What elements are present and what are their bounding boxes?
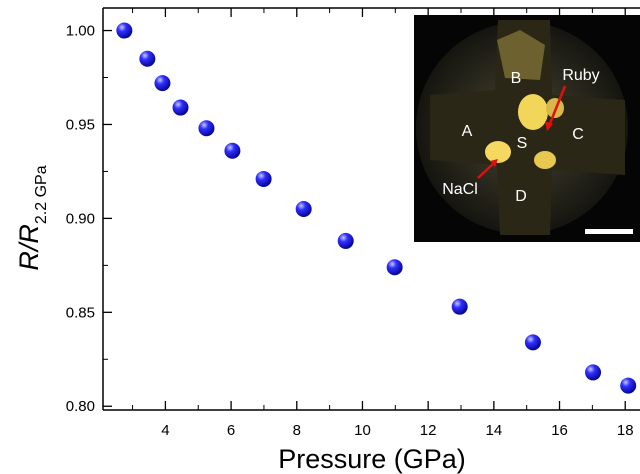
x-tick-label: 14 (486, 422, 503, 439)
x-tick-label: 8 (293, 422, 301, 439)
data-point (173, 100, 189, 116)
y-axis-label-sub: 2.2 GPa (33, 165, 50, 224)
data-point (154, 75, 170, 91)
x-tick-label: 12 (420, 422, 437, 439)
y-axis-label-main: R/R (14, 224, 44, 271)
data-point (198, 120, 214, 136)
inset-label: NaCl (442, 181, 478, 198)
x-tick-label: 10 (354, 422, 371, 439)
y-tick-label: 1.00 (66, 23, 95, 40)
inset-label: Ruby (562, 67, 599, 84)
data-point (224, 143, 240, 159)
data-point (256, 171, 272, 187)
data-point (338, 233, 354, 249)
x-tick-label: 16 (551, 422, 568, 439)
data-point (387, 259, 403, 275)
data-point (139, 51, 155, 67)
y-axis-label: R/R2.2 GPa (14, 165, 50, 270)
y-tick-label: 0.90 (66, 210, 95, 227)
inset-image: B Ruby A S C NaCl D (414, 15, 640, 242)
inset-label: B (511, 70, 522, 87)
x-tick-label: 18 (617, 422, 634, 439)
y-tick-label: 0.80 (66, 398, 95, 415)
data-point (620, 378, 636, 394)
y-tick-label: 0.85 (66, 304, 95, 321)
data-point (296, 201, 312, 217)
y-tick-label: 0.95 (66, 116, 95, 133)
x-tick-label: 4 (161, 422, 169, 439)
inset-label: A (462, 123, 473, 140)
chart: 4 6 8 10 12 14 16 18 0.80 0.85 0.90 0.95 1.00 Pressur… (0, 0, 640, 474)
data-point (525, 334, 541, 350)
data-point (116, 23, 132, 39)
x-axis-label: Pressure (GPa) (278, 444, 466, 474)
data-point (585, 364, 601, 380)
data-point (452, 299, 468, 315)
inset-label: D (515, 188, 527, 205)
x-tick-label: 6 (227, 422, 235, 439)
inset-label: S (517, 135, 528, 152)
inset-label: C (572, 126, 584, 143)
